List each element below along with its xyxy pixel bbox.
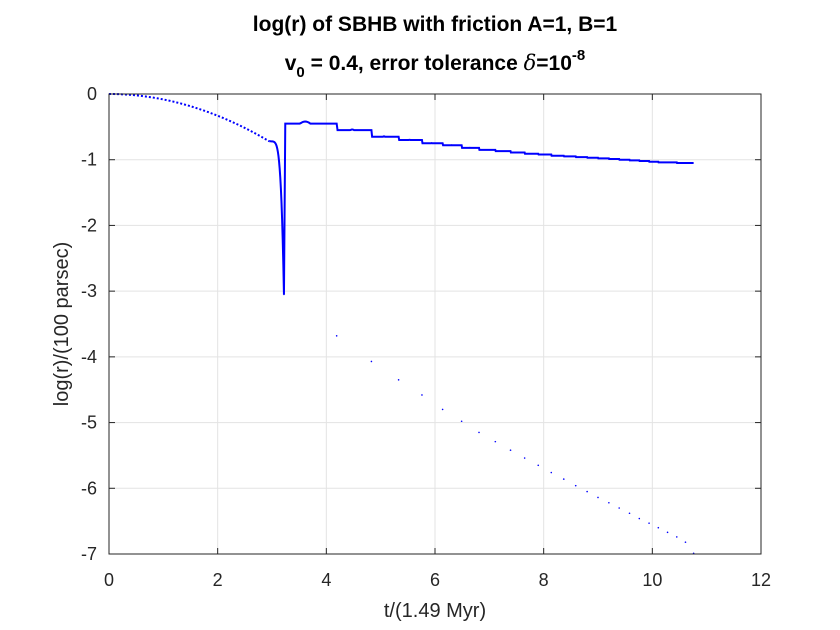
trough-point: [460, 420, 463, 423]
y-tick-label: 0: [87, 84, 97, 104]
trough-point: [283, 293, 285, 296]
trough-point: [574, 484, 577, 487]
x-tick-label: 6: [430, 570, 440, 590]
x-tick-label: 10: [642, 570, 662, 590]
trough-point: [523, 457, 526, 459]
title-v: v: [285, 52, 297, 75]
orbit-log-r-line: [269, 120, 694, 295]
chart-title-line2: v0 = 0.4, error tolerance δ=10-8: [285, 47, 586, 81]
trough-point: [370, 360, 373, 363]
x-tick-label: 4: [321, 570, 331, 590]
title-mid: = 0.4, error tolerance: [305, 52, 524, 75]
trough-point: [648, 522, 650, 524]
y-tick-label: -5: [81, 413, 97, 433]
trough-point: [666, 531, 669, 534]
trough-point: [397, 379, 400, 381]
trough-point: [550, 471, 553, 474]
trough-point: [597, 496, 599, 499]
chart-title-line1: log(r) of SBHB with friction A=1, B=1: [253, 13, 618, 36]
y-axis-label: log(r)/(100 parsec): [51, 242, 73, 407]
trough-point: [618, 507, 620, 509]
trough-point: [421, 394, 423, 396]
title-superscript: -8: [572, 47, 585, 64]
trough-point: [494, 440, 497, 443]
trough-point: [562, 478, 565, 480]
trough-point: [537, 464, 540, 467]
x-tick-label: 0: [104, 570, 114, 590]
trough-point: [638, 517, 641, 520]
trough-point: [335, 335, 338, 337]
trough-point: [586, 490, 588, 493]
y-tick-label: -4: [81, 347, 97, 367]
trough-point: [478, 431, 480, 434]
grid-lines: [109, 94, 761, 554]
x-tick-label: 2: [213, 570, 223, 590]
title-delta: δ: [524, 51, 537, 75]
trough-point: [684, 541, 687, 543]
trough-point: [675, 536, 678, 538]
series-line: [108, 93, 695, 555]
trough-point: [628, 512, 631, 515]
title-subscript: 0: [296, 64, 304, 81]
title-eq: =10: [536, 52, 572, 75]
trough-point: [441, 408, 444, 411]
x-tick-label: 12: [751, 570, 771, 590]
y-tick-label: -6: [81, 478, 97, 498]
y-tick-label: -7: [81, 544, 97, 564]
trough-point: [509, 449, 512, 451]
x-tick-label: 8: [539, 570, 549, 590]
initial-descent-line: [108, 93, 270, 143]
axis-ticks: 0 2 4 6 8 10 12 0 -1 -2 -3 -4 -5 -6 -7: [81, 84, 771, 590]
trough-point: [608, 501, 610, 504]
x-axis-label: t/(1.49 Myr): [384, 600, 486, 622]
y-tick-label: -3: [81, 281, 97, 301]
trough-point: [657, 526, 660, 529]
y-tick-label: -2: [81, 215, 97, 235]
y-tick-label: -1: [81, 150, 97, 170]
